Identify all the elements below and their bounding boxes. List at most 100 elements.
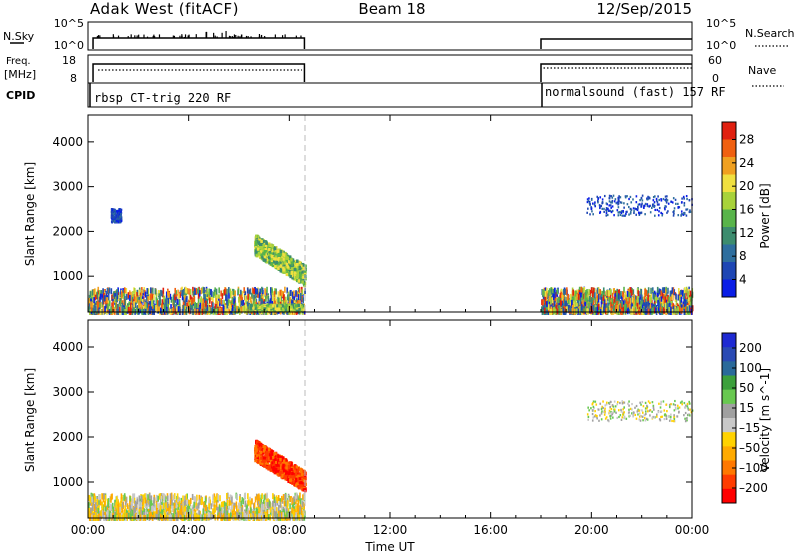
echo-cell bbox=[191, 299, 193, 305]
echo-cell bbox=[591, 287, 593, 293]
echo-cell bbox=[280, 258, 283, 261]
echo-cell bbox=[629, 297, 631, 303]
echo-cell bbox=[111, 214, 113, 216]
echo-cell bbox=[650, 297, 652, 303]
echo-cell bbox=[149, 306, 151, 312]
echo-cell bbox=[119, 301, 121, 307]
echo-cell bbox=[102, 298, 104, 304]
echo-cell bbox=[244, 295, 246, 301]
echo-cell bbox=[297, 304, 300, 307]
echo-cell bbox=[116, 220, 118, 222]
echo-cell bbox=[622, 291, 624, 297]
nsky-segment-2 bbox=[541, 39, 692, 49]
echo-cell bbox=[570, 294, 572, 300]
echo-cell bbox=[612, 298, 614, 304]
echo-cell bbox=[627, 301, 629, 307]
echo-cell bbox=[653, 294, 655, 300]
echo-cell bbox=[295, 304, 298, 307]
echo-cell bbox=[659, 288, 661, 294]
cpid-mode-2: normalsound (fast) 157 RF bbox=[545, 85, 726, 99]
echo-cell bbox=[111, 221, 113, 223]
echo-cell bbox=[599, 289, 601, 295]
echo-cell bbox=[209, 298, 211, 304]
echo-cell bbox=[157, 306, 159, 312]
echo-cell bbox=[289, 255, 292, 258]
echo-cell bbox=[204, 294, 206, 300]
echo-cell bbox=[690, 291, 692, 297]
echo-cell bbox=[178, 293, 180, 299]
echo-cell bbox=[618, 206, 620, 208]
echo-cell bbox=[626, 298, 628, 304]
echo-cell bbox=[247, 288, 249, 294]
echo-cell bbox=[554, 301, 556, 307]
cpid-mode-1: rbsp CT-trig 220 RF bbox=[94, 91, 231, 105]
freq-tick-top: 18 bbox=[62, 54, 76, 67]
echo-cell bbox=[114, 212, 116, 214]
echo-cell bbox=[95, 289, 97, 295]
echo-cell bbox=[644, 296, 646, 302]
echo-cell bbox=[290, 290, 292, 296]
echo-cell bbox=[232, 305, 234, 311]
echo-cell bbox=[601, 291, 603, 297]
echo-cell bbox=[217, 301, 219, 307]
nave-tick-bottom: 0 bbox=[712, 72, 719, 85]
echo-cell bbox=[277, 267, 280, 270]
echo-cell bbox=[627, 308, 629, 314]
echo-cell bbox=[241, 295, 243, 301]
echo-cell bbox=[211, 291, 213, 297]
echo-cell bbox=[130, 308, 132, 314]
echo-cell bbox=[672, 287, 674, 293]
echo-cell bbox=[194, 308, 196, 314]
echo-cell bbox=[684, 293, 686, 299]
echo-cell bbox=[275, 295, 277, 301]
echo-cell bbox=[636, 306, 638, 312]
echo-cell bbox=[257, 288, 259, 294]
echo-cell bbox=[605, 214, 607, 216]
echo-cell bbox=[572, 305, 574, 311]
echo-cell bbox=[205, 301, 207, 307]
echo-cell bbox=[90, 301, 92, 307]
echo-cell bbox=[133, 301, 135, 307]
echo-cell bbox=[261, 306, 264, 309]
echo-cell bbox=[113, 301, 115, 307]
echo-cell bbox=[598, 293, 600, 299]
echo-cell bbox=[168, 298, 170, 304]
echo-cell bbox=[582, 294, 584, 300]
echo-cell bbox=[576, 294, 578, 300]
echo-cell bbox=[298, 308, 301, 311]
echo-cell bbox=[136, 296, 138, 302]
echo-cell bbox=[272, 295, 274, 301]
echo-cell bbox=[578, 294, 580, 300]
echo-cell bbox=[97, 292, 99, 298]
echo-cell bbox=[299, 266, 302, 269]
echo-cell bbox=[93, 297, 95, 303]
echo-cell bbox=[185, 300, 187, 306]
echo-cell bbox=[153, 294, 155, 300]
echo-cell bbox=[262, 258, 265, 261]
nsky-tick-bottom: 10^0 bbox=[54, 39, 84, 52]
echo-cell bbox=[100, 294, 102, 300]
echo-cell bbox=[546, 301, 548, 307]
echo-cell bbox=[672, 201, 674, 203]
echo-cell bbox=[118, 216, 120, 218]
echo-cell bbox=[224, 289, 226, 295]
echo-cell bbox=[678, 295, 680, 301]
echo-cell bbox=[247, 294, 249, 300]
cpid-label: CPID bbox=[6, 89, 35, 102]
echo-cell bbox=[228, 287, 230, 293]
echo-cell bbox=[553, 294, 555, 300]
echo-cell bbox=[114, 220, 116, 222]
echo-cell bbox=[221, 298, 223, 304]
echo-cell bbox=[268, 261, 271, 264]
echo-cell bbox=[261, 287, 263, 293]
echo-cell bbox=[126, 288, 128, 294]
echo-cell bbox=[104, 295, 106, 301]
echo-cell bbox=[266, 287, 268, 293]
echo-cell bbox=[641, 295, 643, 301]
echo-cell bbox=[614, 297, 616, 303]
echo-cell bbox=[620, 303, 622, 309]
echo-cell bbox=[663, 287, 665, 293]
echo-cell bbox=[275, 288, 277, 294]
echo-cell bbox=[687, 292, 689, 298]
nsky-panel: N.Sky 10^5 10^0 10^5 10^0 N.Search bbox=[3, 17, 795, 52]
